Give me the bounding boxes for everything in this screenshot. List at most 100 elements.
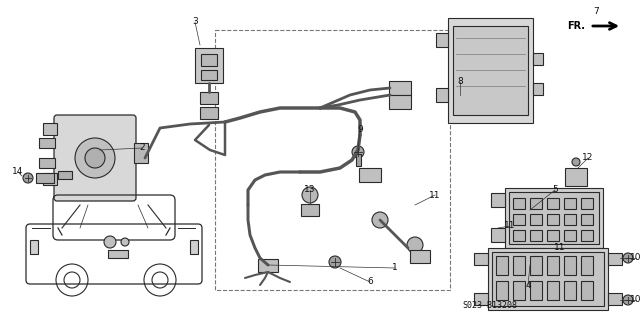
Circle shape [104, 236, 116, 248]
Bar [547, 281, 559, 300]
Bar [195, 48, 223, 83]
Bar [564, 230, 576, 241]
Bar [448, 18, 533, 123]
FancyBboxPatch shape [54, 115, 136, 201]
Bar [30, 240, 38, 254]
Bar [547, 198, 559, 209]
Bar [564, 198, 576, 209]
Text: 14: 14 [12, 167, 24, 176]
Bar [564, 256, 576, 275]
Bar [509, 192, 599, 244]
Text: 2: 2 [139, 144, 145, 152]
Text: 4: 4 [525, 280, 531, 290]
Bar [608, 253, 622, 265]
Bar [581, 230, 593, 241]
Bar [581, 281, 593, 300]
Circle shape [623, 253, 633, 263]
Text: S023-B13208: S023-B13208 [463, 301, 518, 310]
Bar [301, 204, 319, 216]
Circle shape [85, 148, 105, 168]
Bar [581, 198, 593, 209]
Bar [39, 158, 55, 168]
Bar [496, 281, 508, 300]
Bar [513, 281, 525, 300]
Bar [389, 81, 411, 95]
Bar [565, 168, 587, 186]
Bar [36, 173, 54, 183]
Text: 3: 3 [192, 18, 198, 26]
Circle shape [372, 212, 388, 228]
Circle shape [302, 187, 318, 203]
Bar [530, 230, 542, 241]
Text: 13: 13 [304, 186, 316, 195]
Bar [43, 173, 57, 185]
Bar [505, 188, 603, 248]
Text: 9: 9 [357, 125, 363, 135]
Bar [43, 123, 57, 135]
Bar [200, 92, 218, 104]
Bar [564, 214, 576, 225]
Text: 7: 7 [593, 8, 599, 17]
Bar [513, 214, 525, 225]
Circle shape [121, 238, 129, 246]
Bar [58, 171, 72, 179]
Text: 11: 11 [504, 221, 516, 231]
Bar [356, 154, 361, 166]
Bar [201, 70, 217, 80]
Bar [530, 281, 542, 300]
Bar [453, 26, 528, 115]
Bar [258, 258, 278, 271]
Bar [359, 168, 381, 182]
Circle shape [407, 237, 423, 253]
Bar [608, 293, 622, 305]
Bar [474, 253, 488, 265]
Bar [200, 107, 218, 119]
Bar [436, 88, 448, 102]
Bar [436, 33, 448, 47]
Text: 5: 5 [552, 186, 558, 195]
Text: 6: 6 [367, 278, 373, 286]
Bar [491, 193, 505, 207]
Bar [564, 281, 576, 300]
Bar [533, 83, 543, 95]
Bar [530, 256, 542, 275]
Bar [496, 256, 508, 275]
Circle shape [75, 138, 115, 178]
Bar [581, 256, 593, 275]
Bar [513, 256, 525, 275]
Bar [108, 250, 128, 258]
Bar [491, 228, 505, 242]
Bar [533, 53, 543, 65]
Text: 10: 10 [630, 254, 640, 263]
Bar [488, 248, 608, 310]
Bar [547, 230, 559, 241]
Bar [530, 198, 542, 209]
Bar [492, 252, 604, 306]
Circle shape [572, 158, 580, 166]
Bar [474, 293, 488, 305]
Bar [530, 214, 542, 225]
Bar [39, 138, 55, 148]
Circle shape [329, 256, 341, 268]
Bar [547, 214, 559, 225]
Circle shape [352, 146, 364, 158]
Text: 10: 10 [630, 295, 640, 305]
Bar [215, 30, 450, 290]
Bar [389, 95, 411, 109]
Bar [134, 143, 148, 163]
Text: FR.: FR. [567, 21, 585, 31]
Bar [201, 54, 217, 66]
Text: 8: 8 [457, 78, 463, 86]
Bar [410, 249, 430, 263]
Bar [547, 256, 559, 275]
Text: 11: 11 [554, 243, 566, 253]
Text: 1: 1 [392, 263, 398, 272]
Bar [513, 230, 525, 241]
Bar [513, 198, 525, 209]
Circle shape [23, 173, 33, 183]
Text: 11: 11 [429, 190, 441, 199]
Text: 12: 12 [582, 153, 594, 162]
Circle shape [623, 295, 633, 305]
Bar [190, 240, 198, 254]
Bar [581, 214, 593, 225]
